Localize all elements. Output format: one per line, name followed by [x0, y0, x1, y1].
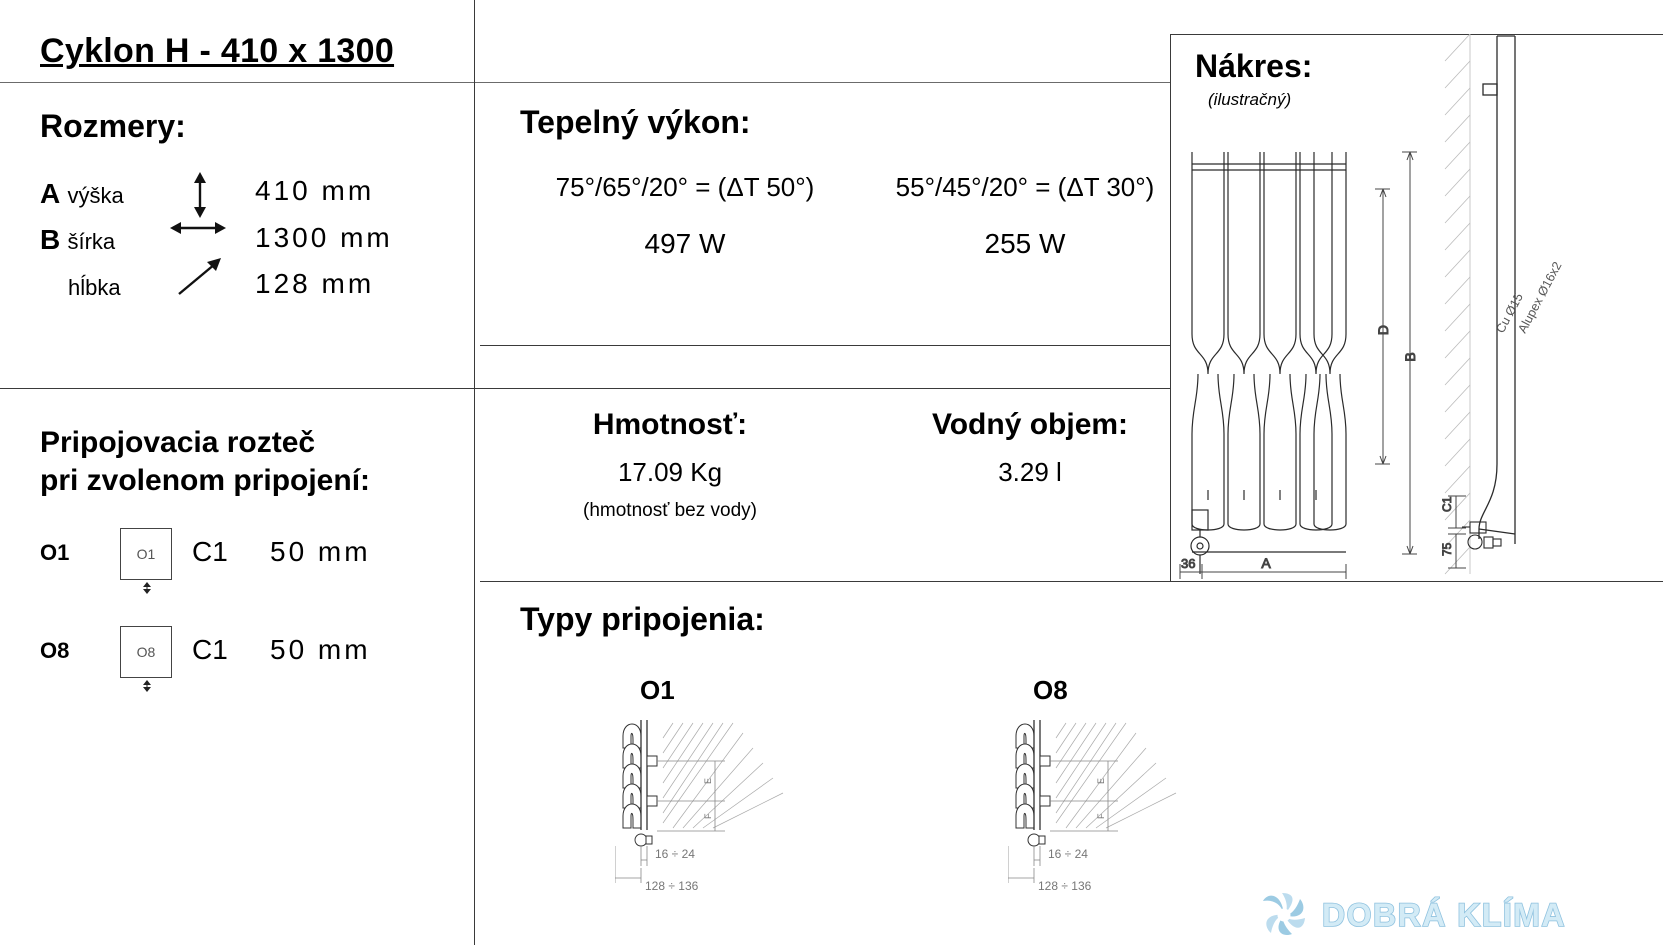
svg-text:D: D	[1375, 325, 1391, 335]
svg-text:C1: C1	[1440, 496, 1454, 512]
svg-text:75: 75	[1440, 542, 1454, 556]
svg-text:16 ÷ 24: 16 ÷ 24	[1048, 847, 1088, 861]
svg-text:A: A	[1261, 555, 1271, 571]
svg-text:DOBRÁ KLÍMA: DOBRÁ KLÍMA	[1322, 897, 1566, 933]
svg-text:E: E	[1096, 778, 1106, 784]
svg-text:128 ÷ 136: 128 ÷ 136	[645, 879, 699, 893]
svg-text:B: B	[1402, 352, 1418, 361]
svg-text:36: 36	[1181, 556, 1195, 571]
svg-text:F: F	[1096, 813, 1106, 819]
svg-text:128 ÷ 136: 128 ÷ 136	[1038, 879, 1092, 893]
svg-text:F: F	[703, 813, 713, 819]
svg-text:E: E	[703, 778, 713, 784]
svg-text:16 ÷ 24: 16 ÷ 24	[655, 847, 695, 861]
